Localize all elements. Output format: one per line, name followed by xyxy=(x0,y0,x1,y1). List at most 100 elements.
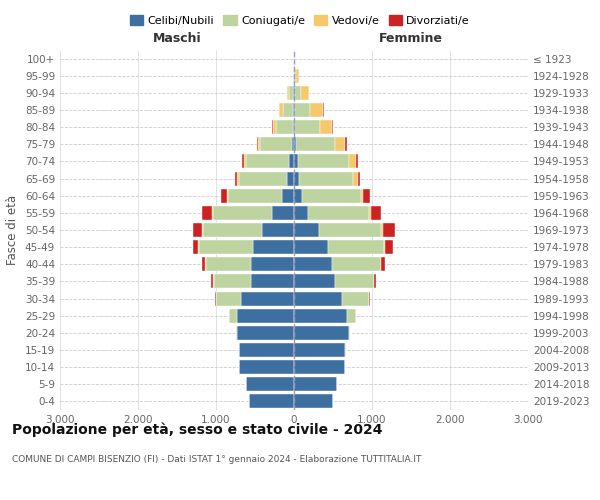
Bar xyxy=(347,308,356,322)
Bar xyxy=(244,154,245,168)
Text: COMUNE DI CAMPI BISENZIO (FI) - Dati ISTAT 1° gennaio 2024 - Elaborazione TUTTIT: COMUNE DI CAMPI BISENZIO (FI) - Dati IST… xyxy=(12,455,421,464)
Bar xyxy=(345,138,347,151)
Bar xyxy=(294,154,298,168)
Bar xyxy=(320,120,332,134)
Bar xyxy=(308,206,369,220)
Bar xyxy=(294,120,295,134)
Bar xyxy=(294,138,296,151)
Bar xyxy=(251,258,294,272)
Bar xyxy=(383,223,395,237)
Y-axis label: Anni di nascita: Anni di nascita xyxy=(598,186,600,274)
Bar xyxy=(319,223,382,237)
Bar xyxy=(293,103,294,117)
Bar xyxy=(272,206,294,220)
Bar xyxy=(294,308,347,322)
Bar xyxy=(215,292,216,306)
Bar xyxy=(221,188,227,202)
Bar xyxy=(302,188,361,202)
Bar xyxy=(356,154,358,168)
Bar xyxy=(193,240,199,254)
Bar xyxy=(294,378,337,392)
Y-axis label: Fasce di età: Fasce di età xyxy=(7,195,19,265)
Bar xyxy=(214,274,251,288)
Bar xyxy=(294,343,346,357)
Bar xyxy=(380,258,381,272)
Text: Femmine: Femmine xyxy=(379,32,443,45)
Bar xyxy=(213,206,272,220)
Bar xyxy=(353,172,358,185)
Bar xyxy=(294,172,299,185)
Bar xyxy=(239,172,287,185)
Bar xyxy=(275,120,293,134)
Bar xyxy=(245,154,289,168)
Bar xyxy=(294,394,333,408)
Bar xyxy=(294,274,335,288)
Bar xyxy=(283,188,294,202)
Bar xyxy=(296,138,335,151)
Bar xyxy=(253,240,294,254)
Bar xyxy=(369,206,371,220)
Bar xyxy=(237,308,294,322)
Bar xyxy=(216,292,241,306)
Bar xyxy=(332,120,333,134)
Bar xyxy=(292,138,294,151)
Text: Popolazione per età, sesso e stato civile - 2024: Popolazione per età, sesso e stato civil… xyxy=(12,422,383,437)
Legend: Celibi/Nubili, Coniugati/e, Vedovi/e, Divorziati/e: Celibi/Nubili, Coniugati/e, Vedovi/e, Di… xyxy=(125,10,475,30)
Bar xyxy=(349,326,350,340)
Bar xyxy=(238,172,239,185)
Bar xyxy=(294,223,319,237)
Bar xyxy=(358,172,360,185)
Bar xyxy=(293,120,294,134)
Bar xyxy=(203,223,262,237)
Bar xyxy=(293,86,294,100)
Bar xyxy=(235,172,238,185)
Bar xyxy=(299,172,353,185)
Bar xyxy=(294,103,295,117)
Bar xyxy=(294,360,344,374)
Bar xyxy=(363,188,370,202)
Bar xyxy=(295,86,301,100)
Bar xyxy=(382,223,383,237)
Bar xyxy=(206,258,251,272)
Bar xyxy=(237,326,294,340)
Bar xyxy=(289,86,293,100)
Bar xyxy=(310,103,323,117)
Bar xyxy=(239,343,294,357)
Bar xyxy=(289,154,294,168)
Bar xyxy=(369,292,370,306)
Bar xyxy=(245,378,294,392)
Bar xyxy=(295,103,310,117)
Bar xyxy=(361,188,363,202)
Bar xyxy=(294,86,295,100)
Bar xyxy=(294,68,296,82)
Bar xyxy=(202,206,212,220)
Bar xyxy=(287,172,294,185)
Bar xyxy=(258,138,260,151)
Bar xyxy=(287,86,289,100)
Bar xyxy=(228,188,283,202)
Bar xyxy=(249,394,294,408)
Bar xyxy=(332,258,380,272)
Bar xyxy=(211,274,214,288)
Bar xyxy=(227,188,228,202)
Bar xyxy=(295,120,320,134)
Bar xyxy=(294,240,328,254)
Bar xyxy=(349,154,356,168)
Bar xyxy=(193,223,202,237)
Bar xyxy=(242,154,244,168)
Text: Maschi: Maschi xyxy=(152,32,202,45)
Bar xyxy=(381,258,385,272)
Bar xyxy=(279,103,283,117)
Bar xyxy=(283,103,293,117)
Bar xyxy=(335,274,374,288)
Bar xyxy=(202,258,205,272)
Bar xyxy=(294,206,308,220)
Bar xyxy=(239,360,294,374)
Bar xyxy=(294,292,343,306)
Bar xyxy=(251,274,294,288)
Bar xyxy=(235,326,237,340)
Bar xyxy=(298,154,349,168)
Bar xyxy=(301,86,308,100)
Bar xyxy=(262,223,294,237)
Bar xyxy=(385,240,394,254)
